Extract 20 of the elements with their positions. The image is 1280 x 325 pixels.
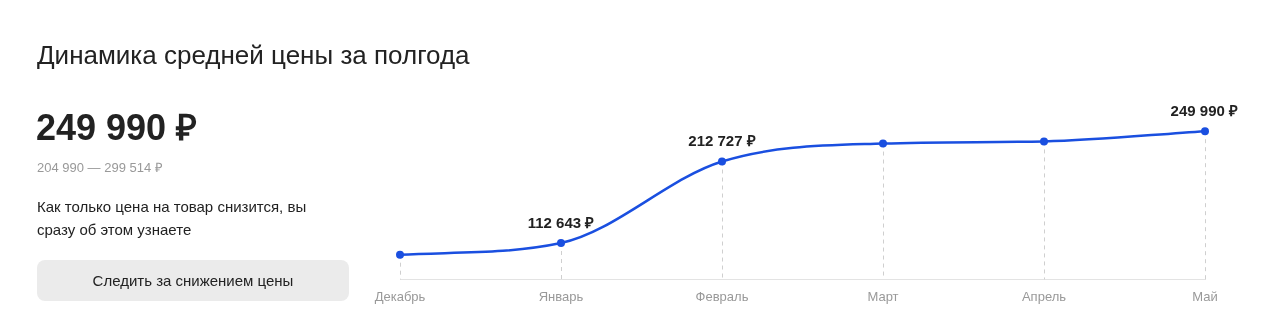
- x-tick-label: Май: [1192, 288, 1218, 304]
- x-tick-label: Апрель: [1021, 288, 1067, 304]
- point: [879, 139, 887, 148]
- x-tick-label: Декабрь: [374, 288, 426, 304]
- point: [396, 250, 404, 259]
- x-tick-label: Март: [867, 288, 899, 304]
- point: [557, 239, 565, 248]
- point: [1040, 137, 1048, 146]
- x-tick-label: Январь: [538, 288, 584, 304]
- text: Как только цена на товар снизится, вы сразу об этом узнаете: [37, 197, 308, 240]
- point: [1201, 127, 1209, 136]
- text: 204 990 — 299 514 ₽: [37, 159, 163, 176]
- text: 249 990 ₽: [36, 106, 198, 150]
- x-tick-label: Февраль: [695, 288, 749, 304]
- button: Следить за снижением цены: [37, 260, 349, 301]
- point: [718, 157, 726, 166]
- data-label: 212 727 ₽: [688, 132, 756, 150]
- data-label: 112 643 ₽: [527, 213, 595, 231]
- data-label: 249 990 ₽: [1170, 101, 1238, 119]
- chart-title: Динамика средней цены за полгода: [37, 40, 470, 71]
